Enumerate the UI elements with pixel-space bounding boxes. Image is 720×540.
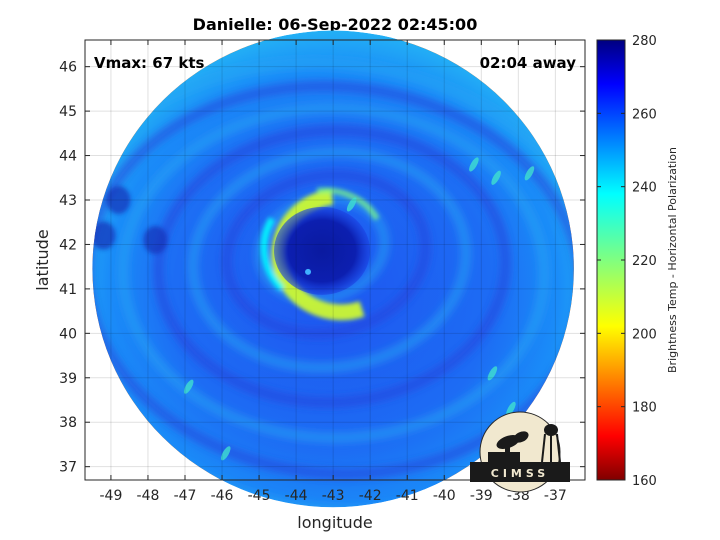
y-tick-label: 45 [59, 104, 77, 120]
convective-cell [469, 157, 479, 172]
convective-cell [183, 379, 194, 394]
radar-dish-icon [488, 431, 529, 462]
colorbar-tick-label: 160 [632, 474, 657, 489]
band-ring [187, 147, 471, 373]
x-ticks: -49 -48 -47 -46 -45 -44 -43 -42 -41 -40 -39 -38 -37 [99, 40, 567, 504]
colorbar-label: Brightness Temp - Horizontal Polarizatio… [666, 147, 679, 373]
x-axis-label: longitude [297, 513, 372, 532]
colorbar-tick-label: 240 [632, 181, 657, 196]
x-tick-label: -40 [433, 488, 456, 504]
plot-area: -49 -48 -47 -46 -45 -44 -43 -42 -41 -40 -39 -38 -37 … [59, 30, 586, 508]
band-ring [221, 170, 431, 339]
colorbar-tick-label: 200 [632, 327, 657, 342]
logo-text: CIMSS [491, 467, 549, 480]
y-tick-label: 43 [59, 193, 77, 209]
convective-cell [491, 170, 501, 185]
warm-patch [143, 226, 168, 254]
cimss-logo: CIMSS [470, 411, 570, 493]
swath-image [92, 30, 574, 508]
x-tick-label: -45 [248, 488, 271, 504]
convective-cell [220, 446, 231, 461]
convective-cell [487, 366, 498, 381]
x-tick-label: -42 [359, 488, 382, 504]
y-tick-label: 41 [59, 282, 77, 298]
warm-patch [92, 221, 116, 250]
y-tick-label: 44 [59, 149, 77, 165]
colorbar-tick-label: 180 [632, 401, 657, 416]
x-tick-label: -43 [322, 488, 345, 504]
eyewall-north [316, 187, 380, 221]
y-tick-label: 40 [59, 326, 77, 342]
x-tick-label: -49 [99, 488, 122, 504]
y-axis-label: latitude [33, 229, 52, 290]
x-tick-label: -44 [285, 488, 308, 504]
x-tick-label: -39 [470, 488, 493, 504]
eyewall-core [260, 217, 285, 292]
storm-eye [274, 206, 371, 295]
x-tick-label: -37 [544, 488, 567, 504]
y-ticks: 37 38 39 40 41 42 43 44 45 46 [59, 60, 585, 476]
x-tick-label: -46 [211, 488, 234, 504]
warm-patch [106, 186, 131, 214]
band-ring [92, 81, 574, 480]
band-ring [118, 103, 550, 443]
y-tick-label: 39 [59, 371, 77, 387]
convective-cell [346, 197, 357, 212]
y-tick-label: 37 [59, 460, 77, 476]
colorbar-tick-label: 220 [632, 254, 657, 269]
colorbar-tick-label: 260 [632, 107, 657, 122]
colorbar-ticks: 160 180 200 220 240 260 280 [597, 34, 657, 489]
y-tick-label: 38 [59, 415, 77, 431]
band-ring [153, 125, 511, 408]
colorbar-tick-label: 280 [632, 34, 657, 49]
eye-speck [305, 268, 312, 275]
plot-frame [84, 39, 586, 481]
x-tick-label: -47 [174, 488, 197, 504]
x-tick-label: -41 [396, 488, 419, 504]
vmax-annotation: Vmax: 67 kts [94, 54, 204, 72]
water-tower-icon [541, 424, 561, 463]
colorbar-gradient [596, 39, 626, 481]
convective-cell [506, 401, 516, 416]
y-tick-label: 46 [59, 60, 77, 76]
convective-cell [524, 166, 535, 181]
time-away-annotation: 02:04 away [480, 54, 577, 72]
x-tick-label: -48 [137, 488, 160, 504]
chart-title: Danielle: 06-Sep-2022 02:45:00 [193, 15, 478, 34]
y-tick-label: 42 [59, 237, 77, 253]
colorbar: 160 180 200 220 240 260 280 Brightness Temp - … [596, 34, 679, 489]
